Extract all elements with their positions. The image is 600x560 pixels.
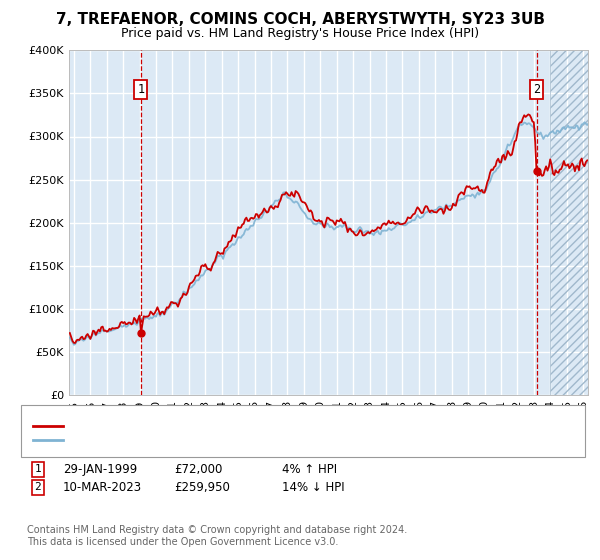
Text: 7, TREFAENOR, COMINS COCH, ABERYSTWYTH, SY23 3UB (detached house): 7, TREFAENOR, COMINS COCH, ABERYSTWYTH, … bbox=[67, 421, 488, 431]
Bar bbox=[550, 50, 588, 395]
Text: £259,950: £259,950 bbox=[174, 480, 230, 494]
Bar bbox=[550, 50, 588, 395]
Text: 14% ↓ HPI: 14% ↓ HPI bbox=[282, 480, 344, 494]
Text: 4% ↑ HPI: 4% ↑ HPI bbox=[282, 463, 337, 476]
Text: HPI: Average price, detached house, Ceredigion: HPI: Average price, detached house, Cere… bbox=[67, 435, 334, 445]
Text: 2: 2 bbox=[533, 83, 541, 96]
Text: Price paid vs. HM Land Registry's House Price Index (HPI): Price paid vs. HM Land Registry's House … bbox=[121, 27, 479, 40]
Text: Contains HM Land Registry data © Crown copyright and database right 2024.
This d: Contains HM Land Registry data © Crown c… bbox=[27, 525, 407, 547]
Text: 10-MAR-2023: 10-MAR-2023 bbox=[63, 480, 142, 494]
Text: 2: 2 bbox=[34, 482, 41, 492]
Text: £72,000: £72,000 bbox=[174, 463, 223, 476]
Text: 1: 1 bbox=[34, 464, 41, 474]
Text: 7, TREFAENOR, COMINS COCH, ABERYSTWYTH, SY23 3UB: 7, TREFAENOR, COMINS COCH, ABERYSTWYTH, … bbox=[56, 12, 545, 27]
Text: 1: 1 bbox=[137, 83, 145, 96]
Text: 29-JAN-1999: 29-JAN-1999 bbox=[63, 463, 137, 476]
